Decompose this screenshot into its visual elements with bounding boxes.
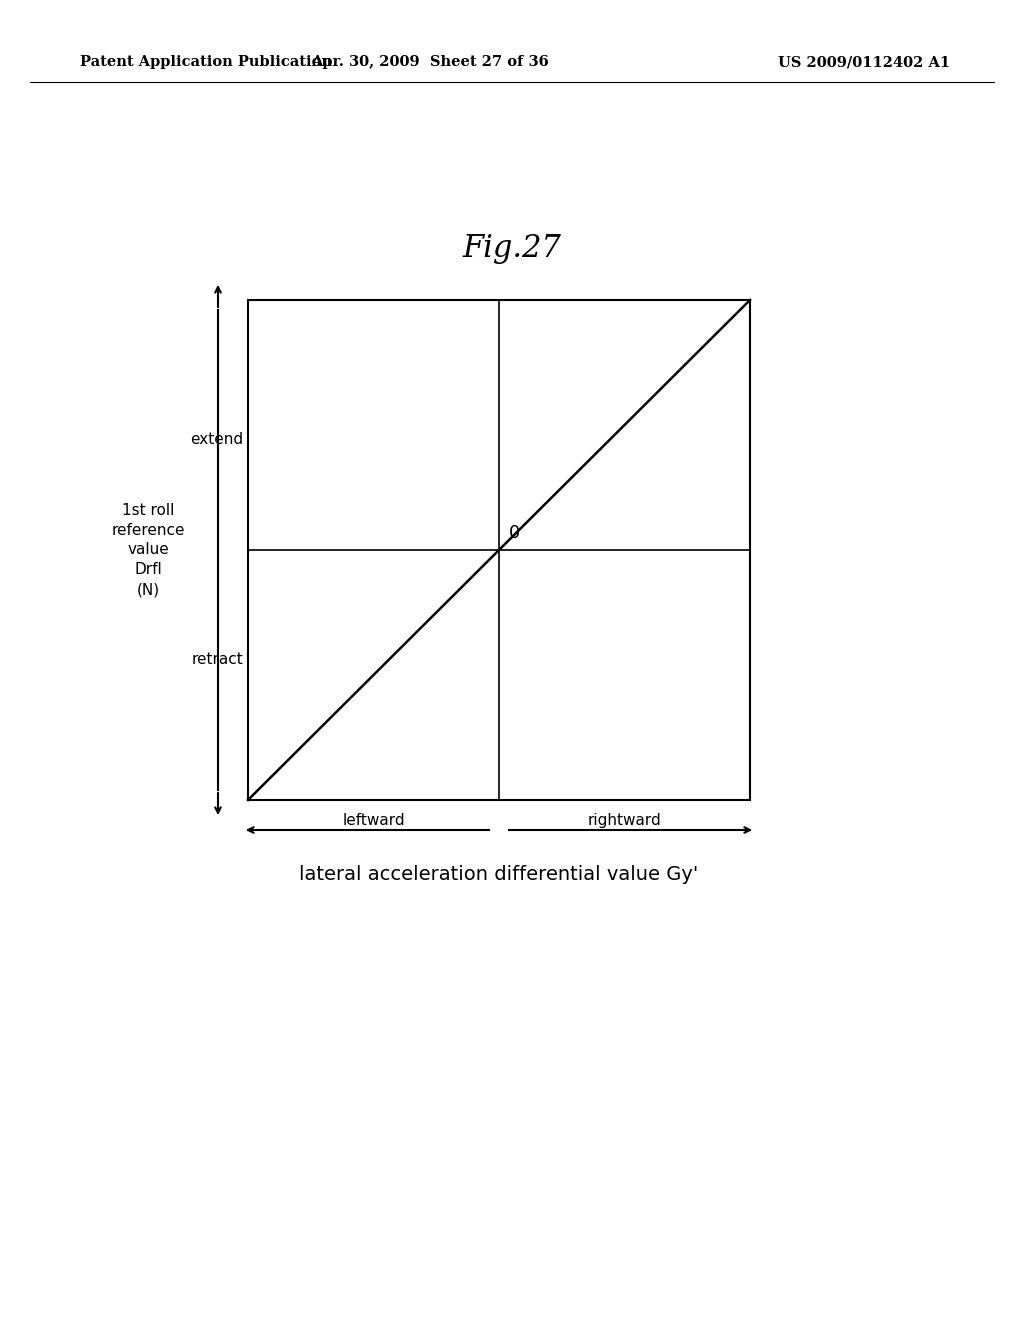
Text: Apr. 30, 2009  Sheet 27 of 36: Apr. 30, 2009 Sheet 27 of 36 bbox=[311, 55, 549, 69]
Text: 0: 0 bbox=[509, 524, 520, 543]
Text: Fig.27: Fig.27 bbox=[463, 232, 561, 264]
Text: retract: retract bbox=[191, 652, 243, 668]
Text: rightward: rightward bbox=[588, 813, 662, 828]
Text: US 2009/0112402 A1: US 2009/0112402 A1 bbox=[778, 55, 950, 69]
Text: 1st roll
reference
value
Drfl
(N): 1st roll reference value Drfl (N) bbox=[112, 503, 184, 597]
Text: Patent Application Publication: Patent Application Publication bbox=[80, 55, 332, 69]
Text: leftward: leftward bbox=[342, 813, 404, 828]
Text: extend: extend bbox=[189, 433, 243, 447]
Text: lateral acceleration differential value Gy': lateral acceleration differential value … bbox=[299, 866, 698, 884]
